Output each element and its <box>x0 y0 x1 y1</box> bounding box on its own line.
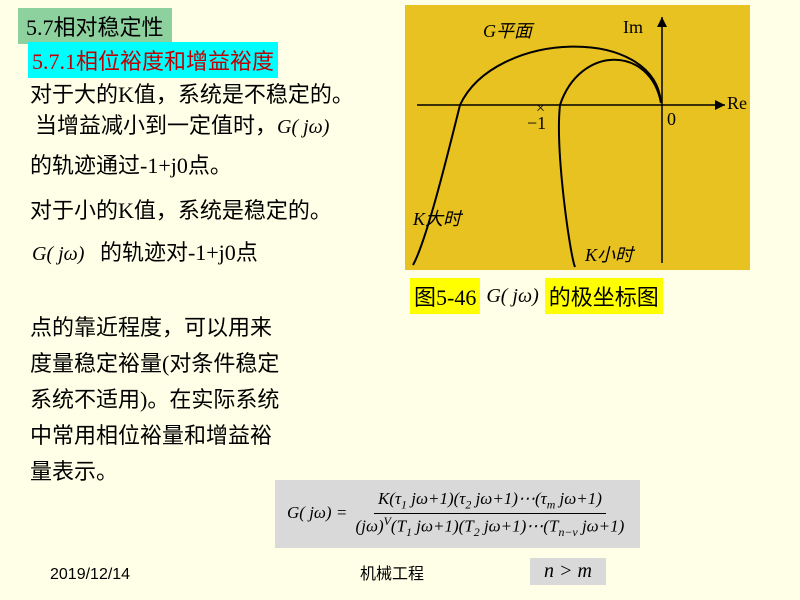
body-text: 的轨迹通过-1+j0点。 <box>30 148 232 180</box>
diagram-label-re: Re <box>727 93 747 114</box>
diagram-label-minus1: −1 <box>527 113 546 134</box>
body-text: 对于小的K值，系统是稳定的。 <box>30 193 332 225</box>
text-fragment: 的轨迹对-1+j0点 <box>100 240 258 265</box>
body-text: 当增益减小到一定值时，G( jω) <box>35 108 329 140</box>
formula-inline: G( jω) <box>277 116 329 138</box>
footer-date: 2019/12/14 <box>50 566 130 584</box>
text-fragment: 当增益减小到一定值时， <box>35 113 277 138</box>
nyquist-diagram: × G平面 Im Re −1 0 K大时 K小时 <box>405 5 750 270</box>
body-text: 度量稳定裕量(对条件稳定 <box>30 346 279 378</box>
caption-prefix: 图5-46 <box>410 278 480 314</box>
diagram-label-klarge: K大时 <box>413 205 461 231</box>
condition-formula: n > m <box>530 558 606 585</box>
formula-inline: G( jω) <box>32 243 84 265</box>
diagram-label-zero: 0 <box>667 109 676 130</box>
formula-fraction: K(τ1 jω+1)(τ2 jω+1)⋯(τm jω+1) (jω)V(T1 j… <box>352 488 629 540</box>
caption-suffix: 的极坐标图 <box>545 278 663 314</box>
formula-denominator: (jω)V(T1 jω+1)(T2 jω+1)⋯(Tn−v jω+1) <box>352 514 629 541</box>
formula-numerator: K(τ1 jω+1)(τ2 jω+1)⋯(τm jω+1) <box>374 488 606 514</box>
body-text: G( jω) 的轨迹对-1+j0点 <box>32 235 258 267</box>
footer-center: 机械工程 <box>360 560 424 584</box>
body-text: 系统不适用)。在实际系统 <box>30 382 279 414</box>
diagram-label-ksmall: K小时 <box>585 241 633 267</box>
caption-formula: G( jω) <box>486 285 538 308</box>
body-text: 点的靠近程度，可以用来 <box>30 310 272 342</box>
body-text: 中常用相位裕量和增益裕 <box>30 418 272 450</box>
diagram-label-im: Im <box>623 17 643 38</box>
formula-left: G( jω) = <box>287 503 347 522</box>
section-header: 5.7相对稳定性 <box>18 8 172 44</box>
body-text: 量表示。 <box>30 454 118 486</box>
figure-caption: 图5-46 G( jω) 的极坐标图 <box>410 278 663 314</box>
subsection-header: 5.7.1相位裕度和增益裕度 <box>28 42 278 78</box>
body-text: 对于大的K值，系统是不稳定的。 <box>30 77 354 109</box>
diagram-label-gplane: G平面 <box>483 17 532 43</box>
main-formula: G( jω) = K(τ1 jω+1)(τ2 jω+1)⋯(τm jω+1) (… <box>275 480 640 548</box>
